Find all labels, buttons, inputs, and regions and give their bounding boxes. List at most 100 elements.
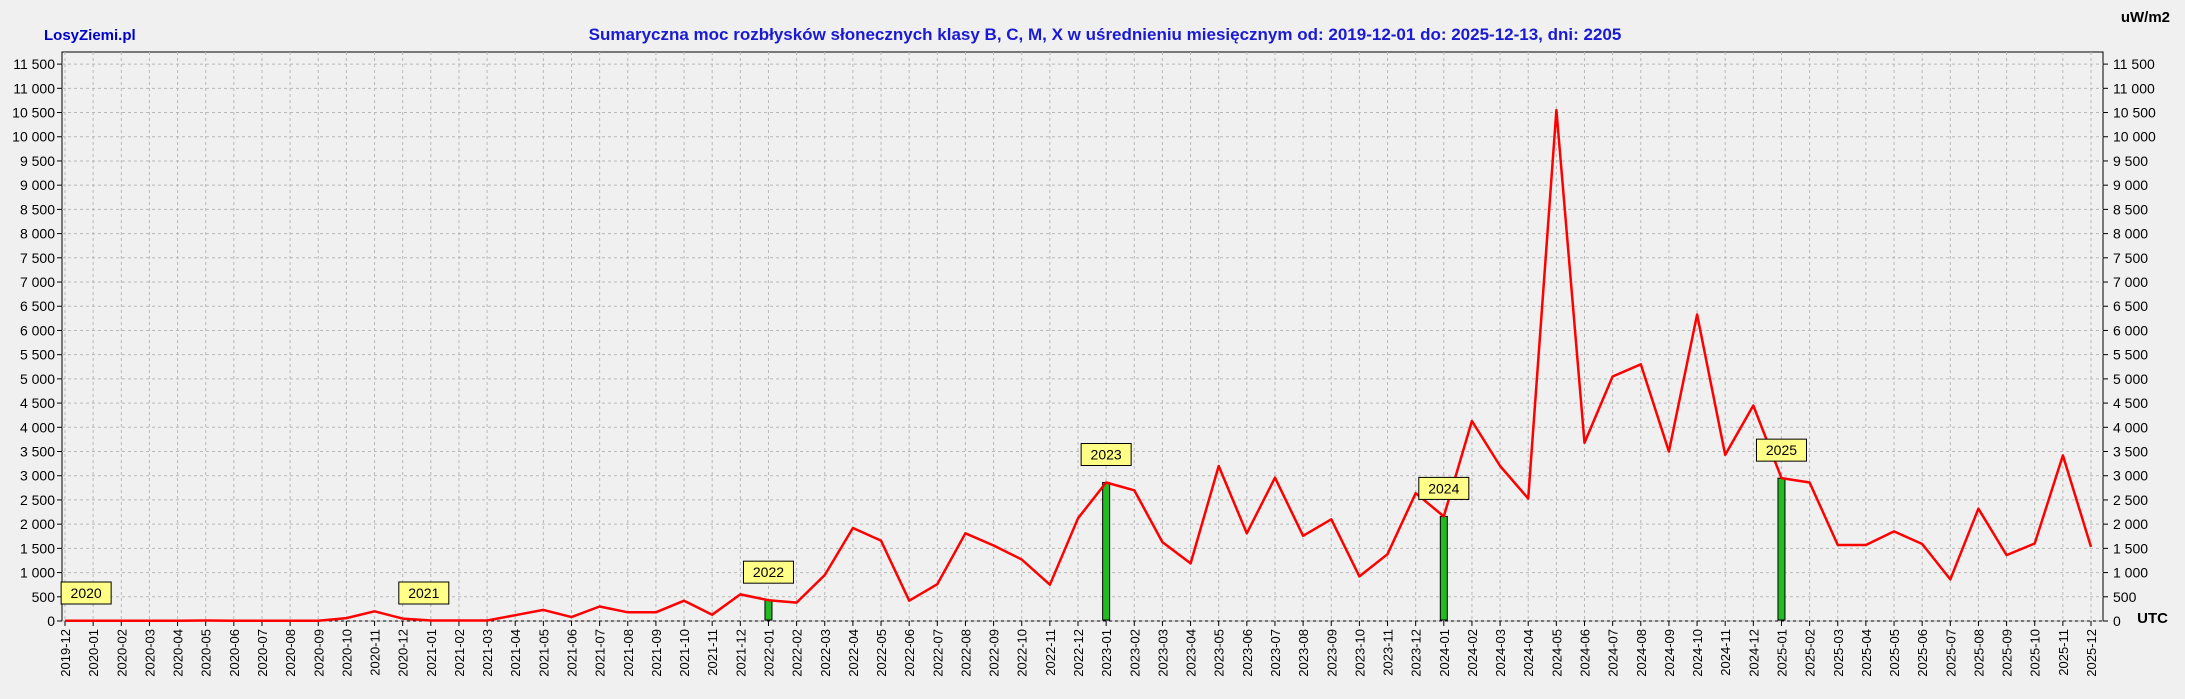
y-tick-label-right: 2 500 bbox=[2113, 492, 2148, 508]
y-tick-label-right: 3 500 bbox=[2113, 444, 2148, 460]
x-tick-label: 2024-03 bbox=[1493, 629, 1508, 677]
x-tick-label: 2021-03 bbox=[480, 629, 495, 677]
y-tick-label-left: 1 500 bbox=[20, 540, 55, 556]
x-tick-label: 2024-10 bbox=[1690, 629, 1705, 677]
x-tick-label: 2022-06 bbox=[902, 629, 917, 677]
y-tick-label-left: 5 000 bbox=[20, 371, 55, 387]
y-tick-label-left: 6 000 bbox=[20, 322, 55, 338]
year-tag-label: 2020 bbox=[71, 585, 102, 601]
x-tick-label: 2021-07 bbox=[593, 629, 608, 677]
x-tick-label: 2025-09 bbox=[2000, 629, 2015, 677]
x-tick-label: 2020-08 bbox=[283, 629, 298, 677]
x-tick-label: 2023-06 bbox=[1240, 629, 1255, 677]
x-tick-label: 2021-04 bbox=[508, 629, 523, 677]
x-tick-label: 2023-03 bbox=[1155, 629, 1170, 677]
year-tag-box bbox=[60, 581, 112, 605]
x-tick-label: 2022-08 bbox=[958, 629, 973, 677]
x-tick-label: 2023-11 bbox=[1381, 629, 1396, 676]
x-tick-label: 2025-08 bbox=[1971, 629, 1986, 677]
y-tick-label-right: 9 000 bbox=[2113, 177, 2148, 193]
x-tick-label: 2022-05 bbox=[874, 629, 889, 677]
x-tick-label: 2020-07 bbox=[255, 629, 270, 677]
x-tick-label: 2020-09 bbox=[311, 629, 326, 677]
y-tick-label-right: 7 000 bbox=[2113, 274, 2148, 290]
x-tick-label: 2022-01 bbox=[761, 629, 776, 677]
x-tick-label: 2023-10 bbox=[1352, 629, 1367, 677]
y-tick-label-left: 2 000 bbox=[20, 516, 55, 532]
year-tag-label: 2022 bbox=[753, 564, 784, 580]
y-tick-label-right: 9 500 bbox=[2113, 153, 2148, 169]
x-tick-label: 2025-12 bbox=[2084, 629, 2099, 677]
y-tick-label-right: 0 bbox=[2113, 613, 2121, 629]
y-tick-label-right: 10 500 bbox=[2113, 105, 2156, 121]
x-tick-label: 2025-02 bbox=[1803, 629, 1818, 677]
x-tick-label: 2024-11 bbox=[1718, 629, 1733, 676]
plot-area: 0 0 500 500 1 000 1 000 1 500 1 500 2 000 2 000 2 … bbox=[12, 51, 2156, 677]
year-tag-label: 2021 bbox=[408, 585, 439, 601]
x-axis-utc-label: UTC bbox=[2137, 610, 2168, 627]
y-tick-label-left: 10 000 bbox=[12, 129, 55, 145]
x-tick-label: 2022-04 bbox=[846, 629, 861, 677]
series-line bbox=[65, 108, 2093, 623]
x-tick-label: 2025-06 bbox=[1915, 629, 1930, 677]
year-bar-2023 bbox=[1102, 482, 1111, 621]
x-tick-label: 2024-04 bbox=[1521, 629, 1536, 677]
x-tick-label: 2021-01 bbox=[424, 629, 439, 677]
x-tick-label: 2023-09 bbox=[1324, 629, 1339, 677]
x-tick-label: 2025-05 bbox=[1887, 629, 1902, 677]
year-bar-2022 bbox=[764, 599, 773, 621]
year-tag-label: 2024 bbox=[1428, 480, 1459, 496]
x-tick-label: 2021-06 bbox=[565, 629, 580, 677]
x-tick-label: 2020-05 bbox=[199, 629, 214, 677]
x-tick-label: 2022-11 bbox=[1043, 629, 1058, 676]
x-tick-label: 2024-09 bbox=[1662, 629, 1677, 677]
y-tick-label-left: 10 500 bbox=[12, 105, 55, 121]
y-tick-label-left: 2 500 bbox=[20, 492, 55, 508]
x-tick-label: 2021-05 bbox=[536, 629, 551, 677]
y-tick-label-left: 9 000 bbox=[20, 177, 55, 193]
x-tick-label: 2023-07 bbox=[1268, 629, 1283, 677]
y-tick-label-right: 11 500 bbox=[2113, 56, 2155, 72]
y-tick-label-right: 1 000 bbox=[2113, 565, 2148, 581]
year-tag-box bbox=[742, 560, 794, 584]
y-tick-label-right: 2 000 bbox=[2113, 516, 2148, 532]
y-tick-label-left: 1 000 bbox=[20, 565, 55, 581]
y-tick-label-left: 8 000 bbox=[20, 226, 55, 242]
brand-logo-text[interactable]: LosyZiemi.pl bbox=[44, 27, 136, 44]
y-tick-label-right: 6 500 bbox=[2113, 298, 2148, 314]
y-tick-label-left: 11 500 bbox=[13, 56, 55, 72]
year-tag-box bbox=[1418, 476, 1470, 500]
y-tick-label-right: 11 000 bbox=[2113, 80, 2155, 96]
x-tick-label: 2022-03 bbox=[818, 629, 833, 677]
x-tick-label: 2024-12 bbox=[1746, 629, 1761, 677]
x-tick-label: 2021-02 bbox=[452, 629, 467, 677]
x-tick-label: 2021-08 bbox=[621, 629, 636, 677]
x-tick-label: 2023-12 bbox=[1409, 629, 1424, 677]
x-tick-label: 2022-07 bbox=[930, 629, 945, 677]
x-tick-label: 2021-09 bbox=[649, 629, 664, 677]
x-tick-label: 2025-11 bbox=[2056, 629, 2071, 676]
x-tick-label: 2020-02 bbox=[114, 629, 129, 677]
y-tick-label-right: 4 000 bbox=[2113, 419, 2148, 435]
x-tick-label: 2025-03 bbox=[1831, 629, 1846, 677]
x-tick-label: 2024-05 bbox=[1549, 629, 1564, 677]
x-tick-label: 2020-03 bbox=[142, 629, 157, 677]
x-tick-label: 2020-01 bbox=[86, 629, 101, 677]
y-tick-label-left: 3 000 bbox=[20, 468, 55, 484]
x-tick-label: 2020-12 bbox=[396, 629, 411, 677]
x-tick-label: 2020-04 bbox=[171, 629, 186, 677]
y-tick-label-right: 500 bbox=[2113, 589, 2137, 605]
year-tag-box bbox=[1755, 438, 1807, 462]
x-tick-label: 2020-11 bbox=[368, 629, 383, 676]
y-tick-label-left: 0 bbox=[47, 613, 55, 629]
x-tick-label: 2019-12 bbox=[58, 629, 73, 677]
year-bar-2025 bbox=[1777, 477, 1786, 621]
y-tick-label-right: 5 000 bbox=[2113, 371, 2148, 387]
y-tick-label-left: 4 500 bbox=[20, 395, 55, 411]
x-tick-label: 2024-07 bbox=[1606, 629, 1621, 677]
y-tick-label-right: 7 500 bbox=[2113, 250, 2148, 266]
x-tick-label: 2023-08 bbox=[1296, 629, 1311, 677]
x-tick-label: 2025-07 bbox=[1943, 629, 1958, 677]
